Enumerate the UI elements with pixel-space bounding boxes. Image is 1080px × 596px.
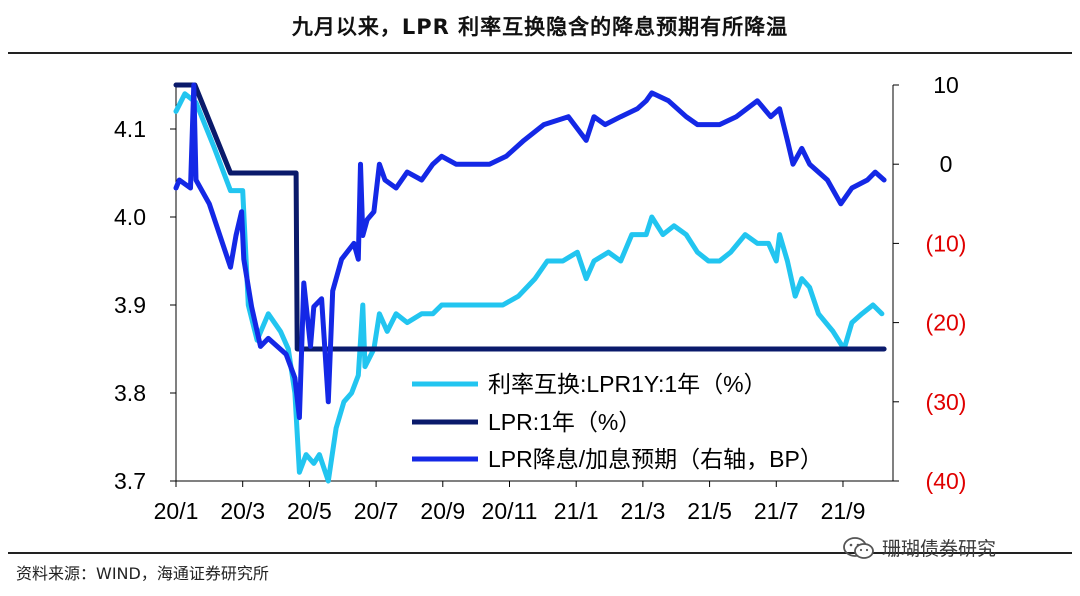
legend-label: LPR:1年（%） — [488, 409, 641, 435]
x-axis-tick-label: 20/11 — [482, 498, 538, 524]
legend: 利率互换:LPR1Y:1年（%） LPR:1年（%） LPR降息/加息预期（右轴，B… — [412, 371, 823, 472]
right-axis-tick-label: (30) — [926, 389, 967, 415]
x-axis-tick-label: 20/3 — [220, 498, 265, 524]
chart-title: 九月以来，LPR 利率互换隐含的降息预期有所降温 — [291, 15, 789, 39]
x-axis-tick-label: 20/7 — [354, 498, 399, 524]
series-line-3 — [173, 82, 887, 421]
x-axis-tick-label: 20/1 — [154, 498, 199, 524]
x-axis-tick-label: 21/3 — [621, 498, 666, 524]
source-note: 资料来源：WIND，海通证券研究所 — [16, 564, 269, 583]
left-axis-tick-label: 3.8 — [114, 380, 146, 406]
footer-divider — [8, 552, 1072, 554]
right-axis-tick-label: (40) — [926, 468, 967, 494]
axes-group: 3.7 3.8 3.9 4.0 4.1 10 0 (10) (20) (30) (40) 20/1 20… — [114, 72, 966, 524]
x-axis-tick-label: 20/9 — [420, 498, 465, 524]
right-axis-tick-label: 10 — [933, 72, 959, 98]
watermark: 珊瑚债券研究 — [842, 534, 996, 561]
legend-label: 利率互换:LPR1Y:1年（%） — [488, 371, 767, 397]
left-axis-tick-label: 3.7 — [114, 468, 146, 494]
right-axis-tick-label: 0 — [940, 151, 953, 177]
right-axis-tick-label: (20) — [926, 310, 967, 336]
left-axis-tick-label: 4.0 — [114, 204, 146, 230]
series-layer — [173, 82, 887, 484]
x-axis-tick-label: 21/1 — [554, 498, 599, 524]
series-line-1 — [173, 91, 885, 484]
line-chart: 3.7 3.8 3.9 4.0 4.1 10 0 (10) (20) (30) (40) 20/1 20… — [114, 72, 966, 524]
x-axis-tick-label: 21/7 — [754, 498, 799, 524]
wechat-icon — [843, 536, 874, 559]
title-divider — [8, 52, 1072, 54]
x-axis-tick-label: 21/5 — [687, 498, 732, 524]
right-axis-tick-label: (10) — [926, 230, 967, 256]
series-line-2 — [173, 82, 887, 352]
left-axis-tick-label: 3.9 — [114, 292, 146, 318]
x-axis-tick-label: 20/5 — [287, 498, 332, 524]
legend-label: LPR降息/加息预期（右轴，BP） — [488, 446, 823, 472]
chart-title-bar: 九月以来，LPR 利率互换隐含的降息预期有所降温 — [0, 0, 1080, 52]
watermark-text: 珊瑚债券研究 — [882, 538, 997, 560]
x-axis-tick-label: 21/9 — [821, 498, 866, 524]
left-axis-tick-label: 4.1 — [114, 116, 146, 142]
